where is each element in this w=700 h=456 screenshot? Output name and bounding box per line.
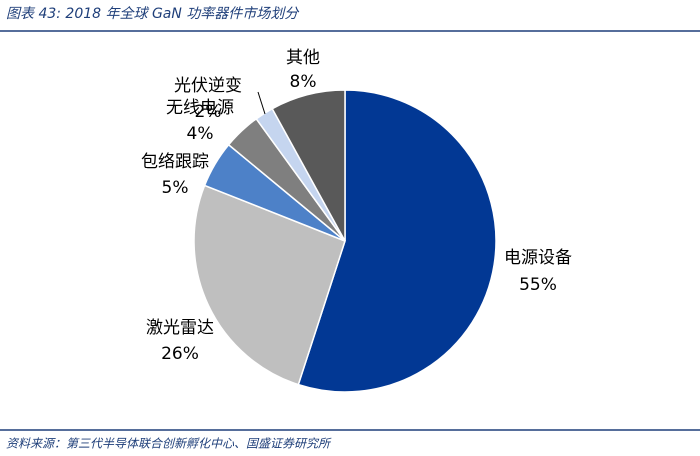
slice-value-label: 2% bbox=[195, 102, 222, 122]
slice-label: 无线电源 bbox=[166, 98, 234, 118]
slice-value-label: 5% bbox=[162, 178, 189, 198]
slice-value-label: 55% bbox=[519, 275, 557, 295]
slice-label: 包络跟踪 bbox=[141, 152, 209, 172]
pie-slice bbox=[193, 184, 346, 386]
slice-label: 电源设备 bbox=[504, 248, 572, 268]
source-note: 资料来源：第三代半导体联合创新孵化中心、国盛证券研究所 bbox=[6, 437, 332, 451]
pie-slice bbox=[271, 89, 346, 242]
slice-value-label: 8% bbox=[290, 72, 317, 92]
pie bbox=[193, 89, 497, 393]
slice-label: 其他 bbox=[286, 48, 320, 68]
slice-label: 光伏逆变 bbox=[174, 76, 242, 96]
slice-value-label: 26% bbox=[161, 344, 199, 364]
slice-label: 激光雷达 bbox=[146, 318, 214, 338]
pie-slice bbox=[297, 89, 497, 393]
slice-value-label: 4% bbox=[187, 124, 214, 144]
chart-title: 图表 43: 2018 年全球 GaN 功率器件市场划分 bbox=[6, 6, 300, 22]
leader-line bbox=[257, 91, 266, 115]
